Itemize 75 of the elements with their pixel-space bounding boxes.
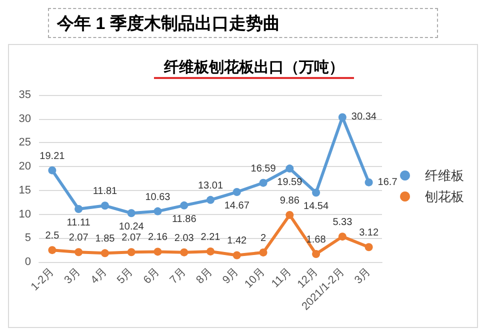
data-label: 30.34 — [351, 112, 377, 123]
data-label: 16.7 — [378, 176, 398, 188]
data-label: 3.12 — [359, 228, 379, 239]
x-tick-label: 11月 — [270, 266, 294, 290]
data-label: 19.21 — [40, 150, 66, 162]
point — [286, 210, 294, 219]
point — [74, 248, 83, 256]
x-tick-label: 3月 — [62, 266, 83, 286]
x-tick-label: 3月 — [352, 266, 374, 286]
y-tick-label: 0 — [24, 256, 31, 268]
point — [232, 188, 241, 196]
point — [154, 248, 162, 256]
point — [364, 243, 373, 252]
data-label: 2.16 — [148, 232, 168, 244]
data-label: 11.86 — [172, 214, 197, 225]
data-label: 14.54 — [304, 201, 329, 212]
data-label: 19.59 — [277, 177, 303, 188]
point — [127, 248, 136, 256]
x-tick-label: 6月 — [141, 266, 162, 286]
x-tick-label: 5月 — [115, 266, 136, 286]
data-label: 11.11 — [66, 217, 91, 228]
point — [100, 249, 109, 258]
point — [364, 178, 373, 186]
y-tick-label: 5 — [24, 232, 31, 244]
y-tick-label: 25 — [18, 136, 31, 149]
data-label: 16.59 — [250, 163, 276, 174]
point — [180, 248, 188, 256]
data-label: 2.03 — [174, 232, 194, 244]
data-label: 2.5 — [45, 230, 60, 242]
point — [312, 188, 320, 197]
data-label: 13.01 — [198, 180, 224, 192]
point — [206, 247, 214, 256]
y-tick-label: 10 — [18, 208, 31, 220]
data-label: 10.24 — [118, 222, 144, 233]
x-tick-label: 8月 — [194, 266, 215, 286]
point — [338, 232, 346, 241]
y-tick-label: 20 — [18, 160, 31, 173]
data-label: 10.63 — [145, 192, 171, 203]
data-label: 14.67 — [224, 200, 250, 212]
point — [48, 246, 56, 254]
data-label: 9.86 — [280, 195, 300, 206]
point — [232, 251, 241, 260]
point — [206, 196, 214, 204]
x-tick-label: 1-2月 — [28, 266, 56, 294]
chart-subtitle: 纤维板刨花板出口（万吨） — [163, 58, 344, 76]
chart-title: 今年 1 季度木制品出口走势曲 — [48, 8, 438, 38]
x-tick-label: 4月 — [88, 266, 110, 286]
data-label: 5.33 — [332, 217, 353, 228]
data-label: 1.42 — [227, 236, 248, 247]
point — [259, 248, 268, 256]
point — [74, 204, 83, 213]
point — [312, 250, 320, 258]
point — [127, 209, 136, 218]
data-label: 1.68 — [306, 234, 326, 246]
data-label: 1.85 — [95, 234, 116, 245]
y-tick-label: 15 — [18, 184, 31, 196]
data-label: 2.21 — [200, 232, 221, 243]
point — [338, 113, 346, 122]
legend-label: 刨花板 — [424, 189, 464, 204]
point — [100, 202, 109, 210]
data-label: 2.07 — [122, 232, 142, 244]
legend-label: 纤维板 — [425, 168, 464, 183]
data-label: 2.07 — [68, 232, 89, 244]
point — [259, 178, 268, 187]
point — [180, 201, 188, 210]
point — [154, 207, 162, 216]
x-tick-label: 10月 — [242, 266, 268, 291]
point — [48, 166, 56, 174]
x-tick-label: 9月 — [220, 266, 242, 286]
data-label: 11.81 — [92, 186, 118, 198]
point — [286, 164, 294, 173]
data-label: 2 — [260, 232, 266, 244]
y-tick-label: 35 — [18, 89, 31, 101]
x-tick-label: 7月 — [168, 266, 188, 286]
y-tick-label: 30 — [18, 112, 31, 125]
